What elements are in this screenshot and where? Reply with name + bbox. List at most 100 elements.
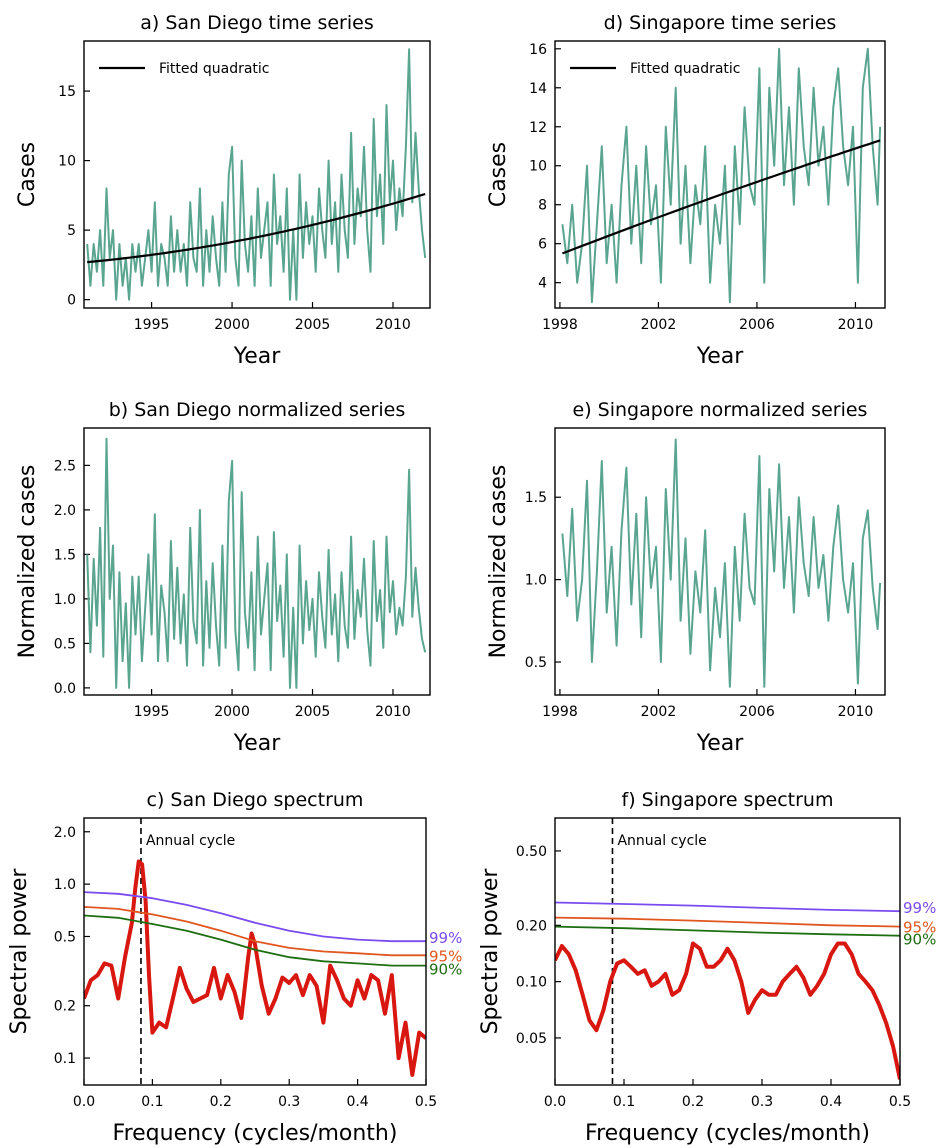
x-axis-label: Year — [233, 731, 282, 756]
x-tick-label: 2002 — [641, 317, 677, 333]
y-tick-label: 0 — [67, 293, 76, 309]
significance-line-99pct — [84, 891, 426, 943]
x-axis-label: Frequency (cycles/month) — [113, 1121, 398, 1146]
y-axis-label: Spectral power — [478, 868, 503, 1035]
axes-frame — [554, 427, 886, 696]
legend-label: Fitted quadratic — [159, 61, 270, 77]
x-tick-label: 0.4 — [820, 1094, 842, 1110]
y-axis-label: Spectral power — [7, 868, 32, 1035]
y-tick-label: 0.1 — [54, 1051, 76, 1067]
plot-area — [86, 48, 427, 301]
spectrum-line — [84, 859, 426, 1077]
y-tick-label: 2.5 — [54, 458, 76, 474]
y-tick-label: 8 — [538, 198, 547, 214]
x-tick-label: 2000 — [214, 317, 250, 333]
significance-line-95pct — [555, 916, 900, 928]
y-axis-label: Normalized cases — [15, 465, 40, 659]
y-tick-label: 2.0 — [54, 503, 76, 519]
x-tick-label: 0.4 — [346, 1094, 368, 1110]
y-tick-label: 1.5 — [525, 490, 547, 506]
x-tick-label: 1995 — [134, 704, 170, 720]
y-tick-label: 10 — [529, 159, 547, 175]
axes-frame — [554, 817, 901, 1086]
panel-title: c) San Diego spectrum — [147, 789, 364, 811]
y-tick-label: 6 — [538, 237, 547, 253]
y-tick-label: 1.0 — [525, 573, 547, 589]
y-tick-label: 4 — [538, 276, 547, 292]
y-axis-label: Cases — [486, 142, 511, 207]
x-tick-label: 0.2 — [682, 1094, 704, 1110]
axes-frame — [83, 427, 431, 696]
axes-frame — [83, 40, 431, 309]
panel-f: f) Singapore spectrum Frequency (cycles/m… — [478, 789, 936, 1146]
y-tick-label: 0.5 — [54, 929, 76, 945]
annual-cycle-label: Annual cycle — [617, 833, 706, 849]
panel-title: a) San Diego time series — [140, 12, 373, 34]
x-tick-label: 0.3 — [751, 1094, 773, 1110]
x-tick-label: 2010 — [838, 317, 874, 333]
y-tick-label: 0.50 — [516, 844, 547, 860]
significance-label: 95% — [429, 947, 462, 965]
y-tick-label: 16 — [529, 42, 547, 58]
significance-line-95pct — [84, 906, 426, 957]
x-tick-label: 2005 — [295, 317, 331, 333]
cases-series-line — [561, 438, 882, 688]
x-axis-label: Year — [696, 731, 745, 756]
y-axis-label: Cases — [15, 142, 40, 207]
significance-label: 90% — [903, 931, 936, 949]
plot-area — [561, 438, 882, 688]
x-tick-label: 0.2 — [210, 1094, 232, 1110]
panel-title: d) Singapore time series — [604, 12, 837, 34]
y-tick-label: 0.5 — [54, 636, 76, 652]
x-axis-label: Year — [696, 344, 745, 369]
cases-series-line — [86, 48, 427, 301]
cases-series-line — [86, 437, 427, 689]
panel-title: e) Singapore normalized series — [573, 399, 868, 421]
y-tick-label: 14 — [529, 81, 547, 97]
spectrum-line — [555, 941, 900, 1080]
y-tick-label: 5 — [67, 223, 76, 239]
panel-a: a) San Diego time series Year Cases 1995 200… — [15, 12, 431, 369]
legend-label: Fitted quadratic — [630, 61, 741, 77]
axes-frame — [83, 817, 427, 1086]
x-tick-label: 1998 — [542, 704, 578, 720]
y-tick-label: 0.2 — [54, 999, 76, 1015]
axes-frame — [554, 40, 886, 309]
y-tick-label: 0.10 — [516, 975, 547, 991]
fitted-quadratic-line — [562, 139, 881, 255]
y-tick-label: 0.05 — [516, 1031, 547, 1047]
x-tick-label: 2006 — [739, 317, 775, 333]
y-tick-label: 15 — [58, 84, 76, 100]
significance-line-99pct — [555, 901, 900, 913]
panel-title: b) San Diego normalized series — [109, 399, 406, 421]
y-tick-label: 2.0 — [54, 825, 76, 841]
significance-label: 99% — [903, 899, 936, 917]
annual-cycle-label: Annual cycle — [146, 833, 235, 849]
y-tick-label: 0.20 — [516, 918, 547, 934]
panel-d: d) Singapore time series Year Cases 1998 200… — [486, 12, 886, 369]
x-tick-label: 0.5 — [889, 1094, 911, 1110]
x-tick-label: 2000 — [214, 704, 250, 720]
plot-area — [86, 437, 427, 689]
y-axis-label: Normalized cases — [486, 465, 511, 659]
x-tick-label: 1995 — [134, 317, 170, 333]
y-tick-label: 0.0 — [54, 681, 76, 697]
fitted-quadratic-line — [87, 192, 426, 264]
x-tick-label: 0.1 — [613, 1094, 635, 1110]
x-tick-label: 2005 — [295, 704, 331, 720]
y-tick-label: 1.5 — [54, 547, 76, 563]
significance-label: 95% — [903, 919, 936, 937]
significance-line-90pct — [555, 925, 900, 937]
plot-area — [561, 47, 882, 304]
x-tick-label: 2010 — [838, 704, 874, 720]
plot-area — [555, 818, 900, 1085]
panel-e: e) Singapore normalized series Year Normal… — [486, 399, 886, 756]
x-tick-label: 0.1 — [141, 1094, 163, 1110]
x-tick-label: 1998 — [542, 317, 578, 333]
significance-label: 90% — [429, 961, 462, 979]
y-tick-label: 12 — [529, 120, 547, 136]
x-tick-label: 2006 — [739, 704, 775, 720]
x-tick-label: 2002 — [641, 704, 677, 720]
panel-title: f) Singapore spectrum — [622, 789, 834, 811]
